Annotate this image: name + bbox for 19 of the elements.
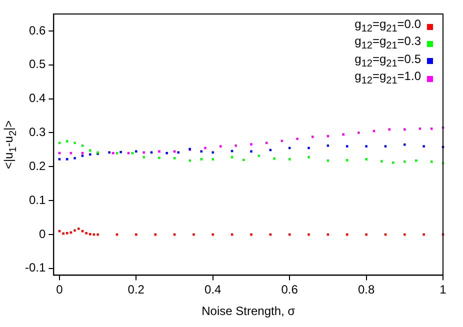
x-tick-label: 0.8	[358, 282, 375, 297]
y-tick-label: 0.5	[28, 57, 46, 72]
legend-label: g$_{12}$=g$_{21}$=0.5	[354, 52, 421, 70]
y-tick-label: 0.1	[28, 192, 46, 207]
legend-label: g$_{12}$=g$_{21}$=0.3	[354, 34, 421, 53]
y-tick-label: -0.1	[24, 260, 46, 275]
y-tick-label: 0	[38, 226, 46, 241]
x-tick-label: 0.6	[281, 282, 298, 297]
y-tick-label: 0.4	[28, 91, 46, 106]
y-tick-label: 0.3	[28, 125, 46, 140]
legend-label: g$_{12}$=g$_{21}$=0.0	[354, 17, 421, 36]
x-tick-label: 0	[56, 282, 64, 297]
y-tick-label: 0.2	[28, 158, 46, 173]
x-axis-title: Noise Strength, σ	[202, 304, 296, 318]
legend-label: g$_{12}$=g$_{21}$=1.0	[354, 69, 421, 88]
x-tick-label: 0.4	[204, 282, 222, 297]
y-tick-label: 0.6	[28, 23, 46, 38]
x-tick-label: 1	[440, 282, 447, 297]
x-tick-label: 0.2	[128, 282, 145, 297]
